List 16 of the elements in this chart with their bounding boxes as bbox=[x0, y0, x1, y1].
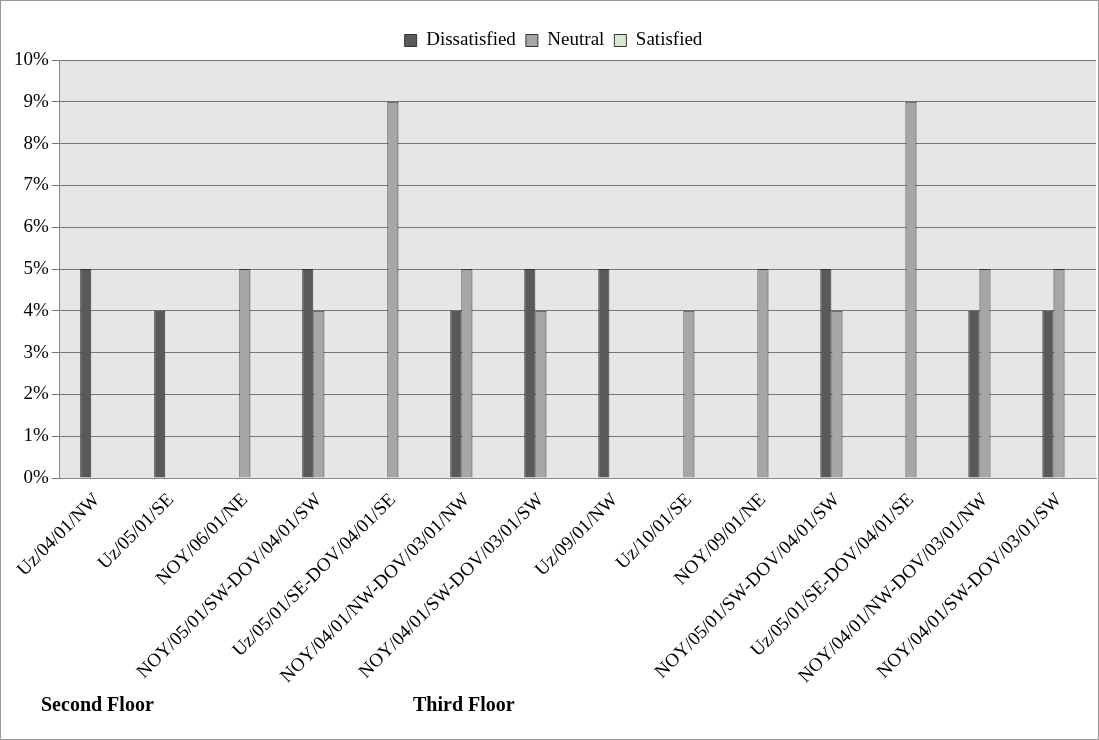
y-tick-label: 3% bbox=[23, 340, 49, 362]
y-tick-label: 2% bbox=[23, 382, 49, 404]
legend-label: Satisfied bbox=[635, 28, 703, 50]
y-tick-label: 9% bbox=[23, 89, 49, 111]
y-tick-label: 5% bbox=[23, 257, 49, 278]
y-tick-label: 8% bbox=[23, 131, 49, 153]
y-tick-label: 7% bbox=[23, 173, 49, 195]
y-tick-label: 1% bbox=[23, 424, 49, 446]
y-tick-label: 6% bbox=[23, 215, 49, 237]
text: Third Floor bbox=[413, 693, 515, 716]
text: Second Floor bbox=[41, 693, 154, 716]
legend-label: Neutral bbox=[547, 28, 605, 50]
y-tick-label: 10% bbox=[14, 47, 49, 69]
y-tick-label: 0% bbox=[23, 466, 49, 488]
legend-label: Dissatisfied bbox=[426, 28, 517, 50]
y-tick-label: 4% bbox=[23, 298, 49, 320]
